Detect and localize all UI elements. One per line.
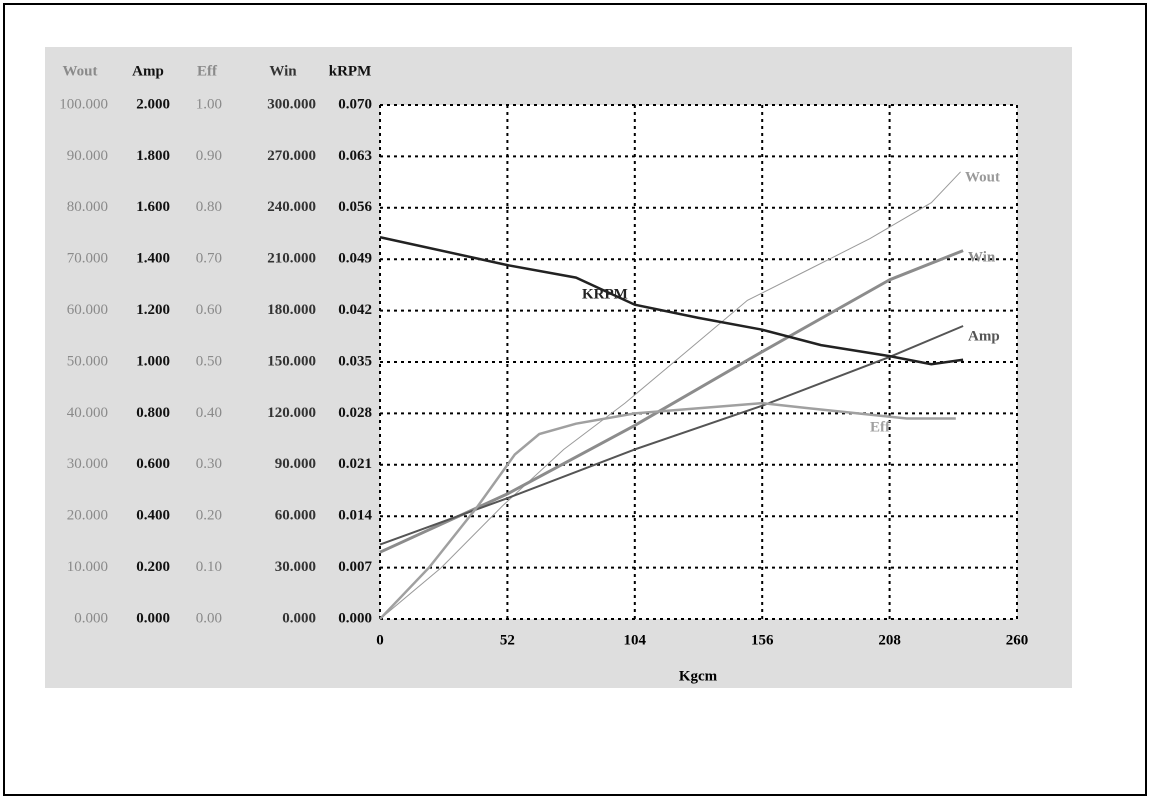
y-tick-label: 90.000 — [67, 148, 108, 164]
y-tick-label: 90.000 — [275, 456, 316, 472]
y-tick-label: 0.200 — [136, 559, 170, 575]
x-tick-label: 156 — [751, 632, 774, 648]
series-line — [379, 171, 961, 620]
y-axis-title: kRPM — [329, 63, 372, 79]
y-tick-label: 0.30 — [196, 456, 222, 472]
y-tick-label: 120.000 — [267, 405, 316, 421]
y-tick-label: 0.007 — [338, 559, 372, 575]
y-tick-label: 180.000 — [267, 302, 316, 318]
y-tick-label: 0.028 — [338, 405, 372, 421]
y-tick-label: 0.90 — [196, 148, 222, 164]
series-label: KRPM — [582, 286, 628, 302]
y-tick-label: 300.000 — [267, 96, 316, 112]
y-tick-label: 0.000 — [136, 610, 170, 626]
series-label: Amp — [968, 328, 1000, 344]
y-tick-label: 1.200 — [136, 302, 170, 318]
y-tick-label: 0.049 — [338, 251, 372, 267]
y-tick-label: 1.800 — [136, 148, 170, 164]
y-tick-label: 0.00 — [196, 610, 222, 626]
x-axis-title: Kgcm — [679, 668, 718, 684]
series-label: Eff — [870, 419, 891, 435]
y-tick-label: 0.600 — [136, 456, 170, 472]
y-tick-label: 70.000 — [67, 251, 108, 267]
y-tick-label: 0.014 — [338, 508, 372, 524]
y-tick-label: 0.50 — [196, 353, 222, 369]
series-line — [379, 249, 964, 554]
x-tick-label: 52 — [500, 632, 515, 648]
y-tick-label: 1.00 — [196, 96, 222, 112]
series-line — [379, 235, 964, 366]
y-tick-label: 2.000 — [136, 96, 170, 112]
y-tick-label: 0.000 — [338, 610, 372, 626]
series-label: Wout — [965, 169, 1000, 185]
y-tick-label: 0.042 — [338, 302, 372, 318]
y-tick-label: 1.000 — [136, 353, 170, 369]
y-tick-label: 60.000 — [275, 508, 316, 524]
x-tick-label: 104 — [624, 632, 647, 648]
y-tick-label: 0.000 — [74, 610, 108, 626]
y-tick-label: 0.70 — [196, 251, 222, 267]
y-tick-label: 20.000 — [67, 508, 108, 524]
x-tick-label: 0 — [376, 632, 384, 648]
y-tick-label: 30.000 — [67, 456, 108, 472]
y-tick-label: 30.000 — [275, 559, 316, 575]
y-tick-label: 50.000 — [67, 353, 108, 369]
y-tick-label: 0.10 — [196, 559, 222, 575]
x-tick-label: 208 — [878, 632, 901, 648]
series-line — [379, 325, 964, 546]
y-tick-label: 1.400 — [136, 251, 170, 267]
y-tick-label: 270.000 — [267, 148, 316, 164]
y-tick-label: 0.035 — [338, 353, 372, 369]
y-tick-label: 40.000 — [67, 405, 108, 421]
y-tick-label: 0.021 — [338, 456, 372, 472]
y-axis-title: Wout — [62, 63, 97, 79]
y-axis-title: Amp — [132, 63, 164, 79]
y-tick-label: 0.80 — [196, 199, 222, 215]
y-tick-label: 0.063 — [338, 148, 372, 164]
y-axis-title: Win — [269, 63, 297, 79]
y-tick-label: 0.070 — [338, 96, 372, 112]
y-tick-label: 60.000 — [67, 302, 108, 318]
y-tick-label: 0.800 — [136, 405, 170, 421]
x-tick-label: 260 — [1006, 632, 1029, 648]
y-tick-label: 150.000 — [267, 353, 316, 369]
y-tick-label: 0.400 — [136, 508, 170, 524]
y-tick-label: 0.40 — [196, 405, 222, 421]
y-tick-label: 0.60 — [196, 302, 222, 318]
y-axis-title: Eff — [197, 63, 218, 79]
y-tick-label: 210.000 — [267, 251, 316, 267]
y-tick-label: 1.600 — [136, 199, 170, 215]
y-tick-label: 240.000 — [267, 199, 316, 215]
y-tick-label: 0.000 — [282, 610, 316, 626]
y-tick-label: 0.20 — [196, 508, 222, 524]
y-tick-label: 100.000 — [59, 96, 108, 112]
series-label: Win — [968, 249, 996, 265]
y-tick-label: 80.000 — [67, 199, 108, 215]
y-tick-label: 0.056 — [338, 199, 372, 215]
y-tick-label: 10.000 — [67, 559, 108, 575]
series-line — [379, 401, 956, 620]
